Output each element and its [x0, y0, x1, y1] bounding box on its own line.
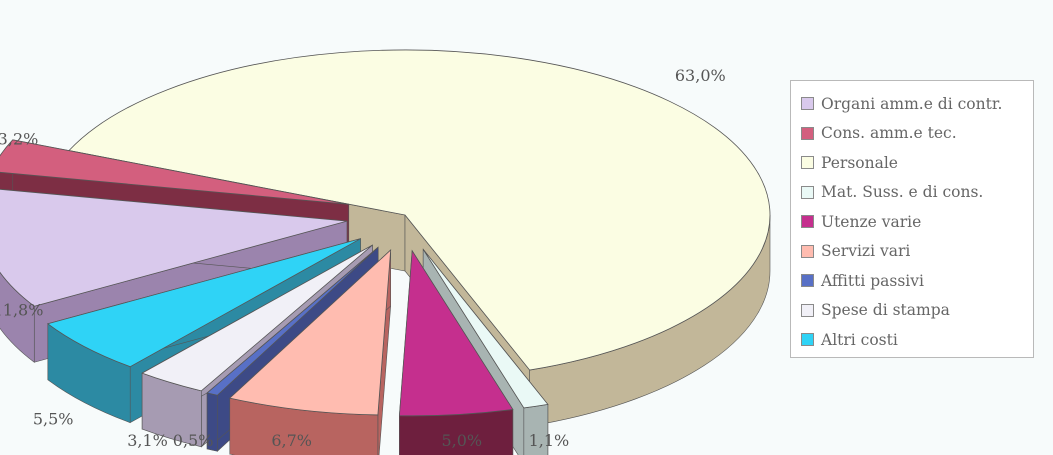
legend-item-organi: Organi amm.e di contr.: [801, 89, 1033, 119]
legend-item-altri: Altri costi: [801, 325, 1033, 355]
legend-label: Affitti passivi: [821, 271, 924, 290]
pie-slices: [0, 49, 771, 455]
pie-slice-top: [68, 49, 771, 371]
legend-label: Personale: [821, 153, 898, 172]
legend-swatch: [801, 215, 814, 229]
pie-slice-top: [0, 188, 348, 307]
legend-label: Mat. Suss. e di cons.: [821, 183, 984, 202]
legend-swatch: [801, 126, 814, 140]
legend-item-servizi: Servizi vari: [801, 237, 1033, 267]
pie-percent-label: 11,8%: [0, 300, 43, 319]
legend-label: Servizi vari: [821, 242, 911, 261]
pie-slice-top: [0, 139, 349, 205]
legend-swatch: [801, 97, 814, 111]
pie-percent-label: 1,1%: [529, 431, 570, 450]
pie-percent-label: 3,1%: [127, 431, 168, 450]
legend-item-materiali: Mat. Suss. e di cons.: [801, 178, 1033, 208]
pie-percent-label: 5,5%: [33, 410, 74, 429]
pie-percent-label: 0,5%: [173, 431, 214, 450]
legend-swatch: [801, 303, 814, 317]
legend-label: Cons. amm.e tec.: [821, 124, 957, 143]
legend-swatch: [801, 274, 814, 288]
legend-item-stampa: Spese di stampa: [801, 296, 1033, 326]
pie-slice-top: [206, 246, 379, 396]
legend-item-consulenze: Cons. amm.e tec.: [801, 119, 1033, 149]
legend-label: Utenze varie: [821, 212, 922, 231]
chart-legend: Organi amm.e di contr. Cons. amm.e tec. …: [790, 80, 1034, 358]
legend-swatch: [801, 185, 814, 199]
legend-item-utenze: Utenze varie: [801, 207, 1033, 237]
legend-item-personale: Personale: [801, 148, 1033, 178]
pie-slice-top: [46, 238, 361, 368]
legend-item-affitti: Affitti passivi: [801, 266, 1033, 296]
legend-label: Altri costi: [821, 330, 898, 349]
pie-slice-servizi-vari: [228, 249, 392, 455]
pie-slice-top: [422, 249, 549, 409]
pie-slice-top: [398, 249, 514, 417]
legend-label: Organi amm.e di contr.: [821, 94, 1003, 113]
pie-slice-top: [141, 244, 373, 392]
pie-percent-label: 5,0%: [441, 431, 482, 450]
pie-slice-top: [228, 249, 392, 416]
pie-percent-label: 6,7%: [271, 431, 312, 450]
pie-percent-label: 63,0%: [675, 66, 726, 85]
pie-slice-utenze-varie: [398, 249, 514, 455]
legend-swatch: [801, 244, 814, 258]
legend-label: Spese di stampa: [821, 301, 950, 320]
pie-percent-labels: 63,0% 1,1% 5,0% 6,7% 0,5% 3,1% 5,5% 11,8% 3,2%: [0, 66, 726, 450]
legend-swatch: [801, 156, 814, 170]
legend-swatch: [801, 333, 814, 347]
pie-percent-label: 3,2%: [0, 129, 38, 148]
